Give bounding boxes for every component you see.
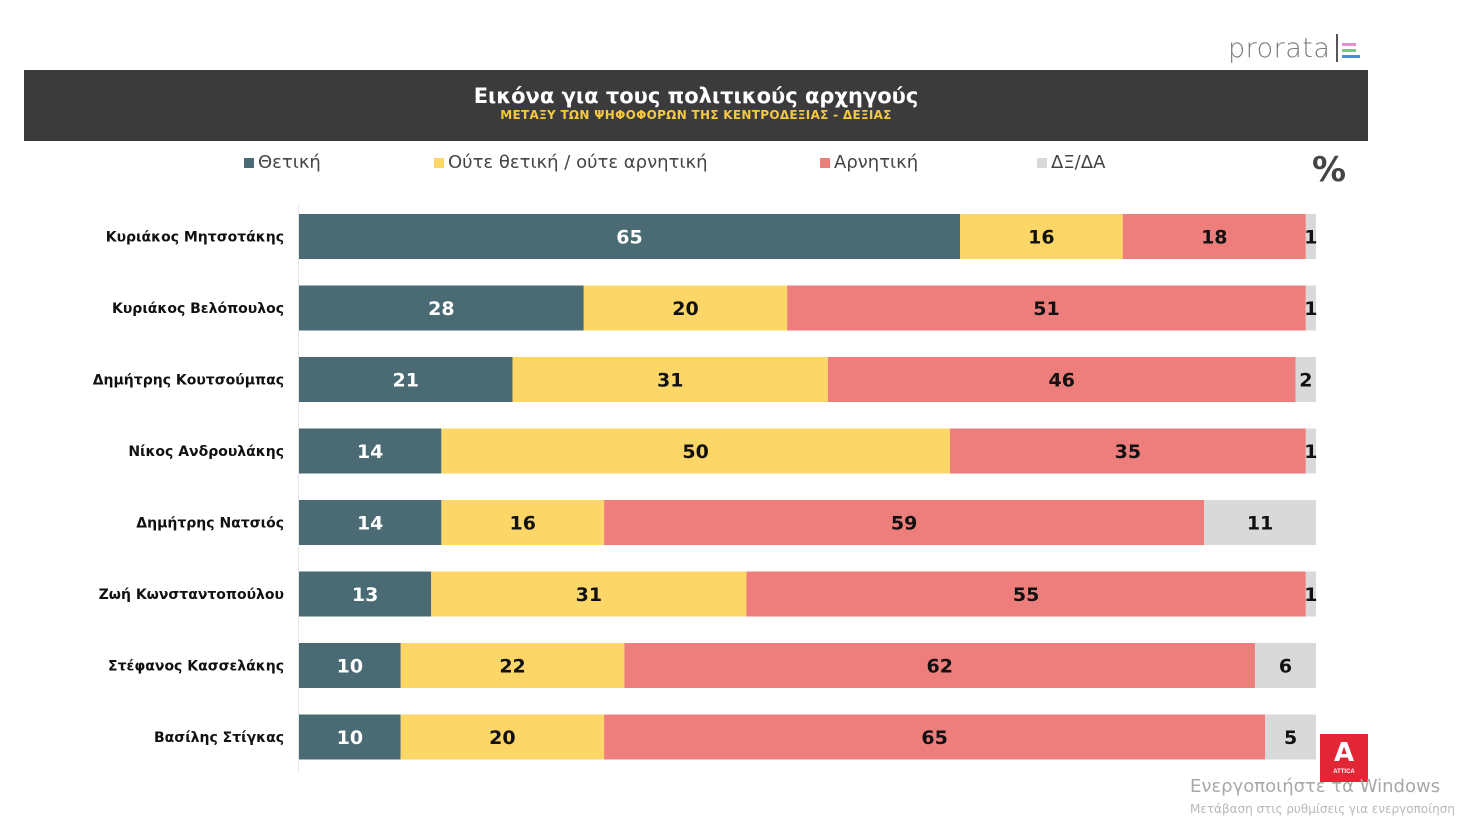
data-label: 11 <box>1247 513 1273 535</box>
legend-swatch-positive <box>244 157 254 168</box>
bar-segment <box>299 357 513 402</box>
data-label: 14 <box>357 513 383 535</box>
legend-item-negative: Αρνητική <box>820 152 918 173</box>
data-label: 5 <box>1284 727 1297 749</box>
category-label: Δημήτρης Νατσιός <box>136 516 284 532</box>
data-label: 55 <box>1013 584 1039 606</box>
bar-segment <box>441 500 605 545</box>
data-label: 50 <box>682 441 708 463</box>
windows-activation-hint: Μετάβαση στις ρυθμίσεις για ενεργοποίηση <box>1190 802 1455 816</box>
bar-segment <box>299 428 442 474</box>
data-label: 59 <box>891 513 917 535</box>
data-label: 14 <box>357 441 383 463</box>
legend-label: Αρνητική <box>834 152 919 173</box>
data-label: 65 <box>616 227 642 249</box>
bar-segment <box>604 500 1205 545</box>
data-label: 1 <box>1304 227 1317 249</box>
data-label: 46 <box>1049 370 1075 392</box>
category-label: Κυριάκος Μητσοτάκης <box>106 230 284 246</box>
bar-segment <box>949 428 1306 474</box>
prorata-logo: prorata <box>1228 30 1361 66</box>
bar-segment <box>400 643 625 688</box>
logo-text: prorata <box>1228 32 1331 64</box>
data-label: 65 <box>921 727 947 749</box>
percent-unit-label: % <box>1312 150 1347 190</box>
data-label: 51 <box>1033 298 1059 320</box>
category-label: Δημήτρης Κουτσούμπας <box>93 373 284 389</box>
bar-segment <box>827 357 1296 402</box>
category-label: Ζωή Κωνσταντοπούλου <box>99 587 284 603</box>
bar-segment <box>512 357 828 402</box>
data-label: 1 <box>1304 298 1317 320</box>
data-label: 35 <box>1115 441 1141 463</box>
bar-segment <box>1305 571 1316 617</box>
data-label: 20 <box>489 727 515 749</box>
attica-logo-text: ATTICA <box>1333 769 1355 775</box>
bar-segment <box>787 285 1306 331</box>
data-label: 10 <box>337 727 363 749</box>
bar-segment <box>960 214 1123 259</box>
bar-segment <box>299 571 432 617</box>
bar-segment <box>604 714 1266 760</box>
data-label: 20 <box>672 298 698 320</box>
data-label: 22 <box>499 656 525 678</box>
data-label: 10 <box>337 656 363 678</box>
legend-label: Ούτε θετική / ούτε αρνητική <box>448 152 708 173</box>
bar-segment <box>1295 357 1316 402</box>
data-label: 28 <box>428 298 454 320</box>
bar-segment <box>299 643 401 688</box>
legend-label: Θετική <box>258 152 321 173</box>
bar-segment <box>299 714 401 760</box>
logo-divider <box>1336 34 1339 62</box>
bar-segment <box>431 571 747 617</box>
bar-segment <box>441 428 950 474</box>
bar-segment <box>583 285 788 331</box>
category-label: Στέφανος Κασσελάκης <box>108 659 284 675</box>
bar-segment <box>1305 428 1316 474</box>
attica-logo: A ATTICA <box>1320 734 1368 782</box>
data-label: 16 <box>1028 227 1054 249</box>
legend-swatch-neutral <box>434 157 444 168</box>
bar-segment <box>1305 214 1316 259</box>
category-label: Κυριάκος Βελόπουλος <box>112 301 284 317</box>
bar-segment <box>299 285 584 331</box>
bar-segment <box>624 643 1255 688</box>
bar-segment <box>1305 285 1316 331</box>
attica-logo-letter: A <box>1333 738 1355 768</box>
chart-title: Εικόνα για τους πολιτικούς αρχηγούς <box>473 84 919 108</box>
data-label: 62 <box>926 656 952 678</box>
bar-segment <box>1122 214 1306 259</box>
data-label: 1 <box>1304 441 1317 463</box>
bar-segment <box>299 214 961 259</box>
data-label: 21 <box>393 370 419 392</box>
legend: Θετική Ούτε θετική / ούτε αρνητική Αρνητ… <box>0 152 1480 182</box>
legend-label: ΔΞ/ΔΑ <box>1051 152 1106 173</box>
windows-activation-watermark: Ενεργοποιήστε τα Windows <box>1190 776 1441 797</box>
category-label: Νίκος Ανδρουλάκης <box>128 444 284 460</box>
logo-bars-icon <box>1342 42 1361 58</box>
data-label: 2 <box>1299 370 1312 392</box>
legend-item-positive: Θετική <box>244 152 321 173</box>
bar-segment <box>746 571 1306 617</box>
bar-segment <box>1204 500 1316 545</box>
legend-item-neutral: Ούτε θετική / ούτε αρνητική <box>434 152 707 173</box>
data-label: 18 <box>1201 227 1227 249</box>
data-label: 6 <box>1279 656 1292 678</box>
bar-segment <box>299 500 442 545</box>
bar-segment <box>400 714 605 760</box>
data-label: 31 <box>657 370 683 392</box>
chart-subtitle: ΜΕΤΑΞΥ ΤΩΝ ΨΗΦΟΦΟΡΩΝ ΤΗΣ ΚΕΝΤΡΟΔΕΞΙΑΣ - … <box>500 108 892 122</box>
bar-segment <box>1265 714 1316 760</box>
title-band: Εικόνα για τους πολιτικούς αρχηγούς ΜΕΤΑ… <box>24 70 1368 141</box>
legend-swatch-dkna <box>1037 157 1047 168</box>
category-label: Βασίλης Στίγκας <box>154 730 284 746</box>
legend-item-dkna: ΔΞ/ΔΑ <box>1037 152 1105 173</box>
data-label: 31 <box>576 584 602 606</box>
legend-swatch-negative <box>820 157 830 168</box>
data-label: 16 <box>510 513 536 535</box>
data-label: 1 <box>1304 584 1317 606</box>
bar-segment <box>1254 643 1316 688</box>
data-label: 13 <box>352 584 378 606</box>
